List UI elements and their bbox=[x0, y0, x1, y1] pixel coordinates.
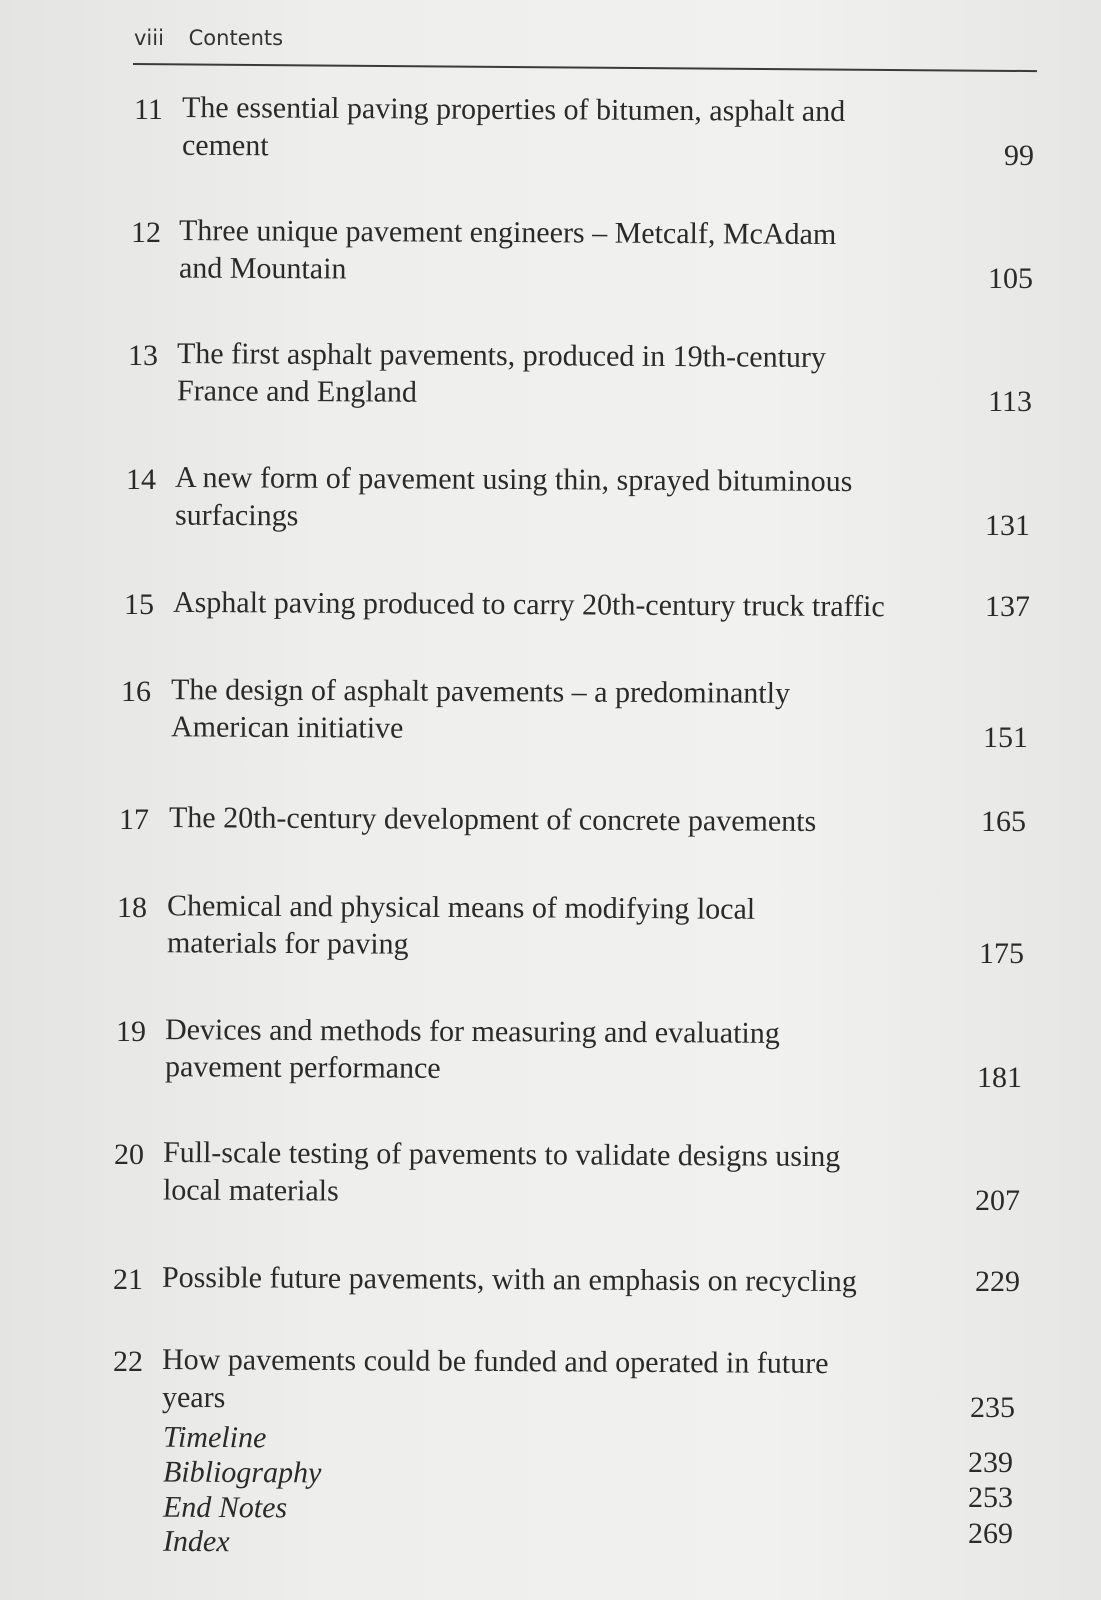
header-page-number: viii bbox=[134, 26, 164, 50]
chapter-title-line: local materials bbox=[162, 1173, 339, 1208]
chapter-page: 235 bbox=[970, 1391, 1015, 1424]
chapter-title-line: France and England bbox=[176, 374, 418, 409]
chapter-number: 18 bbox=[117, 891, 147, 924]
chapter-title-line: pavement performance bbox=[164, 1050, 441, 1085]
chapter-title-line: Chemical and physical means of modifying… bbox=[166, 889, 756, 926]
chapter-number: 11 bbox=[134, 93, 163, 126]
chapter-title-line: cement bbox=[181, 128, 269, 163]
chapter-title-line: American initiative bbox=[170, 710, 404, 745]
chapter-page: 175 bbox=[979, 937, 1024, 970]
back-matter-title: Bibliography bbox=[162, 1455, 322, 1490]
back-matter-page: 269 bbox=[968, 1517, 1013, 1550]
chapter-number: 20 bbox=[114, 1138, 144, 1171]
chapter-page: 99 bbox=[1004, 139, 1034, 172]
chapter-number: 15 bbox=[124, 588, 154, 621]
chapter-title-line: materials for paving bbox=[166, 926, 409, 961]
chapter-page: 165 bbox=[981, 805, 1026, 838]
back-matter-title: Index bbox=[162, 1524, 230, 1559]
chapter-title-line: The essential paving properties of bitum… bbox=[181, 90, 846, 129]
chapter-title-line: The 20th-century development of concrete… bbox=[168, 801, 817, 838]
chapter-title-line: How pavements could be funded and operat… bbox=[161, 1342, 829, 1381]
chapter-title-line: A new form of pavement using thin, spray… bbox=[174, 460, 853, 499]
chapter-title-line: Three unique pavement engineers – Metcal… bbox=[178, 213, 837, 252]
header-rule bbox=[132, 63, 1037, 73]
back-matter-page: 253 bbox=[968, 1481, 1013, 1514]
chapter-title-line: Asphalt paving produced to carry 20th-ce… bbox=[172, 585, 885, 624]
back-matter-title: End Notes bbox=[162, 1490, 288, 1525]
chapter-title-line: Devices and methods for measuring and ev… bbox=[164, 1013, 780, 1050]
chapter-title-line: surfacings bbox=[174, 498, 299, 533]
chapter-page: 131 bbox=[985, 509, 1030, 542]
chapter-number: 13 bbox=[128, 339, 158, 372]
chapter-title-line: years bbox=[161, 1380, 226, 1415]
chapter-page: 105 bbox=[988, 262, 1033, 295]
chapter-title-line: The design of asphalt pavements – a pred… bbox=[170, 673, 791, 710]
chapter-number: 14 bbox=[126, 463, 156, 496]
chapter-page: 151 bbox=[983, 721, 1028, 754]
chapter-title-line: Possible future pavements, with an empha… bbox=[161, 1260, 857, 1299]
back-matter-title: Timeline bbox=[162, 1420, 267, 1455]
chapter-number: 17 bbox=[119, 803, 149, 836]
header-title: Contents bbox=[188, 26, 284, 50]
back-matter-page: 239 bbox=[968, 1446, 1013, 1479]
chapter-title-line: and Mountain bbox=[178, 251, 347, 286]
chapter-page: 181 bbox=[977, 1061, 1022, 1094]
chapter-page: 229 bbox=[975, 1265, 1020, 1298]
running-header: viii Contents bbox=[134, 26, 283, 50]
chapter-title-line: Full-scale testing of pavements to valid… bbox=[162, 1135, 841, 1174]
chapter-number: 12 bbox=[131, 216, 161, 249]
chapter-page: 113 bbox=[988, 385, 1032, 418]
chapter-title-line: The first asphalt pavements, produced in… bbox=[176, 337, 827, 374]
chapter-number: 16 bbox=[121, 675, 151, 708]
chapter-number: 22 bbox=[113, 1345, 143, 1378]
chapter-page: 207 bbox=[975, 1184, 1020, 1217]
chapter-number: 21 bbox=[113, 1263, 143, 1296]
chapter-page: 137 bbox=[985, 590, 1030, 623]
chapter-number: 19 bbox=[116, 1015, 146, 1048]
